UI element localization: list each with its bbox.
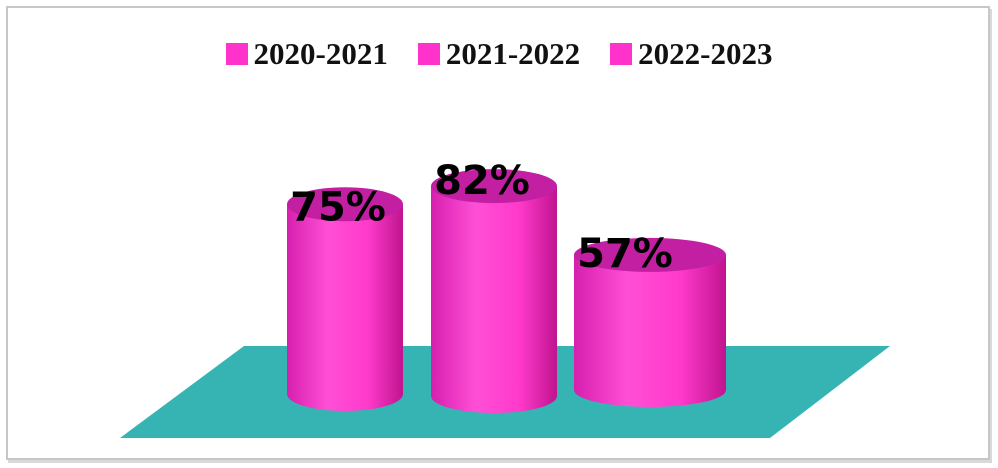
legend: 2020-2021 2021-2022 2022-2023 [0,34,998,74]
legend-label-2020-2021: 2020-2021 [253,36,388,71]
legend-label-2021-2022: 2021-2022 [445,36,581,71]
data-label-2020-2021: 75% [290,184,386,230]
bar-2020-2021 [287,204,403,411]
legend-item-2021-2022: 2021-2022 [417,36,581,72]
legend-swatch-2021-2022 [417,43,440,65]
bar-top-2020-2021 [287,187,403,222]
bar-2021-2022 [431,186,557,413]
bar-top-2021-2022 [431,169,557,204]
bar-top-2022-2023 [574,237,726,272]
data-label-2022-2023: 57% [577,231,673,277]
legend-item-2022-2023: 2022-2023 [610,36,772,72]
data-label-2021-2022: 82% [434,158,530,204]
legend-swatch-2022-2023 [610,43,633,65]
bar-2022-2023 [574,254,726,407]
legend-swatch-2020-2021 [225,43,248,65]
legend-item-2020-2021: 2020-2021 [225,36,388,72]
legend-label-2022-2023: 2022-2023 [638,36,773,71]
